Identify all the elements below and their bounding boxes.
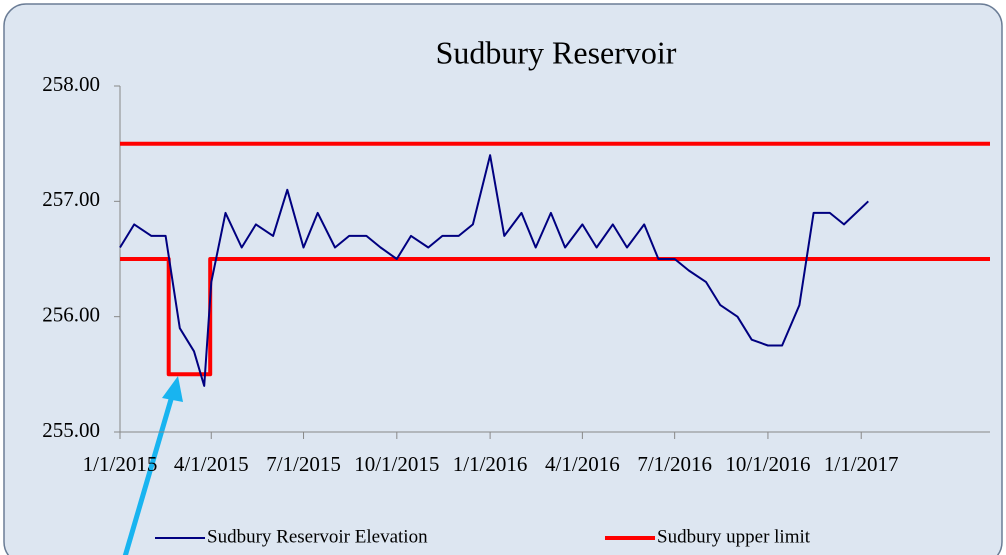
x-tick-label: 1/1/2017 xyxy=(824,452,899,476)
x-tick-label: 10/1/2016 xyxy=(725,452,810,476)
x-tick-label: 1/1/2016 xyxy=(453,452,528,476)
series-line xyxy=(120,141,990,377)
x-tick-label: 7/1/2015 xyxy=(266,452,341,476)
x-tick-label: 10/1/2015 xyxy=(354,452,439,476)
x-tick-label: 1/1/2015 xyxy=(83,452,158,476)
annotation-arrow xyxy=(122,395,175,555)
legend-label: Sudbury Reservoir Elevation xyxy=(207,526,428,547)
y-tick-label: 258.00 xyxy=(42,72,100,96)
legend-label: Sudbury upper limit xyxy=(657,526,811,547)
annotation-arrowhead xyxy=(162,376,183,402)
x-tick-label: 7/1/2016 xyxy=(637,452,712,476)
chart-title: Sudbury Reservoir xyxy=(436,34,677,70)
y-tick-label: 255.00 xyxy=(42,418,100,442)
x-tick-label: 4/1/2015 xyxy=(174,452,249,476)
y-tick-label: 257.00 xyxy=(42,187,100,211)
series-line xyxy=(119,154,869,387)
x-tick-label: 4/1/2016 xyxy=(545,452,620,476)
y-tick-label: 256.00 xyxy=(42,302,100,326)
